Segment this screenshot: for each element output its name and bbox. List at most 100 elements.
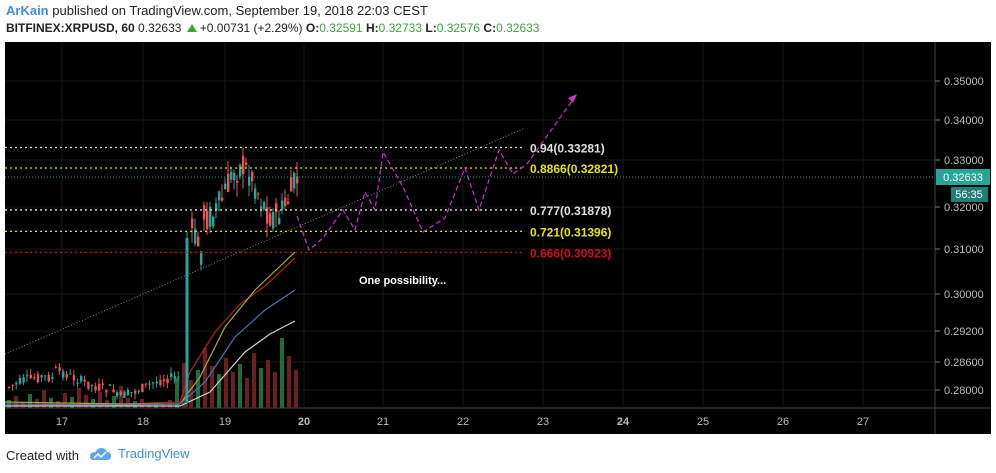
fib-level-label: 0.777(0.31878) — [530, 204, 611, 218]
ma-blue-line — [4, 289, 296, 406]
candlesticks[interactable] — [8, 147, 299, 407]
volume-bar — [238, 364, 242, 408]
candle-body — [197, 236, 200, 247]
candle-body — [148, 383, 151, 385]
up-triangle-icon — [186, 24, 197, 32]
candle-body — [166, 378, 169, 384]
candle-body — [33, 376, 36, 379]
countdown-tag — [951, 187, 988, 202]
candle-body — [58, 367, 61, 371]
tradingview-brand[interactable]: TradingView — [118, 446, 190, 461]
candle-body — [51, 376, 54, 379]
price-tick-label: 0.35000 — [944, 76, 984, 88]
close-value: 0.32633 — [496, 21, 540, 35]
fib-level-label: 0.94(0.33281) — [530, 141, 605, 155]
volume-bar — [112, 396, 116, 408]
candle-body — [203, 205, 206, 220]
candle-body — [275, 203, 278, 213]
candle-body — [173, 376, 176, 379]
grid — [5, 42, 935, 408]
candle-body — [69, 373, 72, 375]
volume-bar — [84, 395, 88, 408]
candle-body — [191, 218, 194, 229]
candle-body — [194, 228, 197, 244]
candle-body — [269, 213, 272, 226]
last-price: 0.32633 — [138, 21, 182, 35]
current-price-text: 0.32633 — [943, 172, 983, 184]
candle-body — [206, 210, 209, 229]
candle-body — [123, 391, 126, 399]
candle-body — [260, 206, 263, 209]
time-axis[interactable]: 17 18 19 20 21 22 23 24 25 26 27 — [56, 416, 869, 428]
time-tick-label: 17 — [56, 416, 68, 428]
volume-bar — [294, 370, 298, 408]
candle-body — [162, 379, 166, 382]
created-with-label: Created with — [6, 448, 79, 463]
volume-bar — [42, 390, 46, 408]
candle-body — [126, 389, 130, 396]
candle-body — [290, 176, 293, 192]
footer: Created with TradingView — [0, 438, 996, 473]
tradingview-logo[interactable]: TradingView — [88, 446, 190, 461]
close-label: C: — [483, 21, 497, 35]
low-value: 0.32576 — [436, 21, 481, 35]
price-axis[interactable]: 0.35000 0.34000 0.33000 0.32000 0.31000 0.300… — [935, 76, 984, 397]
volume-bar — [280, 338, 284, 408]
time-tick-label: 24 — [617, 416, 630, 428]
candle-body — [36, 373, 40, 383]
projection-path[interactable] — [296, 93, 578, 252]
candle-body — [90, 384, 94, 387]
high-value: 0.32733 — [378, 21, 423, 35]
candle-body — [257, 193, 260, 195]
candle-body — [87, 381, 90, 389]
candle-body — [80, 376, 83, 382]
candle-body — [26, 375, 29, 377]
candle-body — [296, 176, 299, 184]
candle-body — [263, 202, 266, 209]
author-link[interactable]: ArKain — [6, 3, 49, 18]
ma-white-line — [5, 320, 296, 407]
volume-bar — [119, 386, 123, 408]
candle-body — [266, 207, 269, 224]
candle-body — [141, 383, 144, 392]
candle-body — [159, 380, 162, 386]
candle-body — [83, 379, 86, 382]
candle-body — [242, 156, 245, 174]
candle-body — [293, 172, 296, 189]
time-tick-label: 23 — [537, 416, 549, 428]
candle-body — [101, 383, 104, 385]
open-value: 0.32591 — [319, 21, 363, 35]
volume-bar — [259, 368, 263, 408]
candle-body — [245, 162, 248, 165]
cloud-icon — [90, 447, 111, 460]
candle-body — [227, 173, 230, 192]
candle-body — [18, 377, 22, 384]
price-tick-label: 0.30000 — [944, 289, 984, 301]
fib-levels[interactable]: 0.94(0.33281) 0.8866(0.32821) 0.777(0.3187… — [5, 141, 618, 260]
annotation-text[interactable]: One possibility... — [359, 275, 446, 287]
volume-bar — [28, 394, 32, 408]
high-label: H: — [365, 21, 379, 35]
time-tick-label: 19 — [219, 416, 231, 428]
candle-body — [233, 172, 236, 181]
projection-arrow-icon — [568, 94, 577, 103]
volume-bar — [203, 348, 207, 408]
candle-body — [239, 164, 242, 177]
candle-body — [248, 176, 251, 186]
volume-bar — [210, 366, 214, 408]
candle-body — [170, 373, 173, 378]
chart-area[interactable]: 0.94(0.33281) 0.8866(0.32821) 0.777(0.3187… — [4, 42, 991, 434]
candle-body — [209, 207, 212, 227]
candle-body — [212, 216, 215, 227]
symbol-label[interactable]: BITFINEX:XRPUSD, 60 — [6, 21, 135, 35]
volume-bar — [273, 372, 277, 408]
symbol-line: BITFINEX:XRPUSD, 60 0.32633 +0.00731 (+2… — [6, 21, 539, 35]
plot-pane[interactable] — [5, 42, 935, 408]
volume-bar — [182, 363, 186, 408]
volume-bar — [70, 397, 74, 408]
volume-bar — [287, 356, 291, 408]
price-chart[interactable]: 0.94(0.33281) 0.8866(0.32821) 0.777(0.3187… — [4, 42, 991, 434]
low-label: L: — [425, 21, 437, 35]
candle-body — [230, 171, 233, 180]
price-tick-label: 0.28000 — [944, 385, 984, 397]
